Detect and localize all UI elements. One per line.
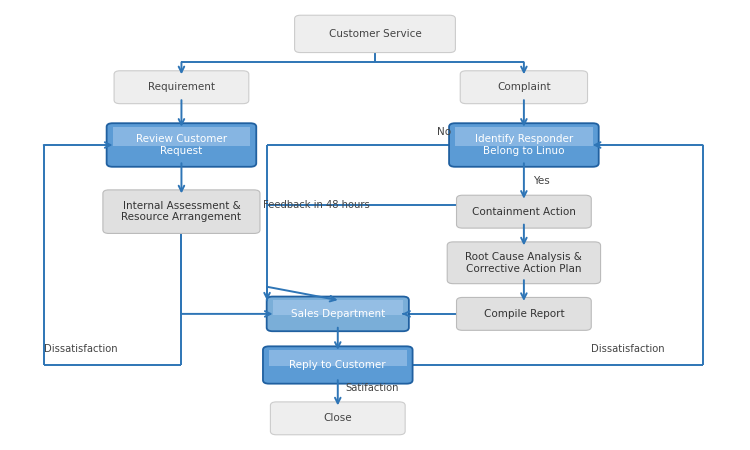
Text: No: No: [436, 127, 451, 137]
FancyBboxPatch shape: [271, 402, 405, 435]
Text: Feedback in 48 hours: Feedback in 48 hours: [263, 200, 370, 210]
FancyBboxPatch shape: [106, 123, 256, 167]
Text: Root Cause Analysis &
Corrective Action Plan: Root Cause Analysis & Corrective Action …: [466, 252, 582, 274]
Text: Dissatisfaction: Dissatisfaction: [591, 344, 665, 354]
Text: Customer Service: Customer Service: [328, 29, 422, 39]
Text: Identify Responder
Belong to Linuo: Identify Responder Belong to Linuo: [475, 134, 573, 156]
Text: Dissatisfaction: Dissatisfaction: [44, 344, 118, 354]
FancyBboxPatch shape: [457, 297, 591, 330]
FancyBboxPatch shape: [273, 300, 403, 315]
FancyBboxPatch shape: [449, 123, 598, 167]
FancyBboxPatch shape: [112, 127, 251, 146]
Text: Complaint: Complaint: [497, 82, 550, 92]
FancyBboxPatch shape: [295, 15, 455, 53]
Text: Yes: Yes: [532, 176, 550, 186]
FancyBboxPatch shape: [455, 127, 592, 146]
Text: Satifaction: Satifaction: [345, 383, 399, 393]
FancyBboxPatch shape: [269, 350, 406, 366]
Text: Internal Assessment &
Resource Arrangement: Internal Assessment & Resource Arrangeme…: [122, 201, 242, 222]
FancyBboxPatch shape: [114, 71, 249, 104]
Text: Close: Close: [323, 414, 352, 423]
Text: Requirement: Requirement: [148, 82, 215, 92]
FancyBboxPatch shape: [103, 190, 260, 234]
FancyBboxPatch shape: [267, 297, 409, 331]
Text: Sales Department: Sales Department: [291, 309, 385, 319]
Text: Containment Action: Containment Action: [472, 207, 576, 216]
Text: Compile Report: Compile Report: [484, 309, 564, 319]
Text: Reply to Customer: Reply to Customer: [290, 360, 386, 370]
FancyBboxPatch shape: [457, 195, 591, 228]
FancyBboxPatch shape: [460, 71, 587, 104]
FancyBboxPatch shape: [447, 242, 601, 284]
Text: Review Customer
Request: Review Customer Request: [136, 134, 227, 156]
FancyBboxPatch shape: [263, 346, 413, 384]
